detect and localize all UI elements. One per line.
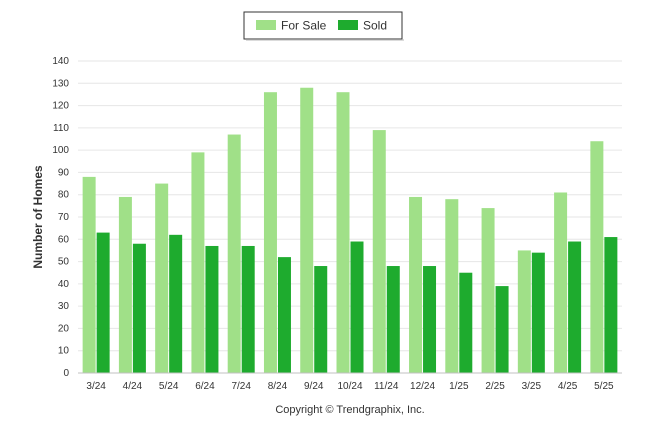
- bar-sold: [241, 245, 255, 373]
- x-tick-label: 3/24: [86, 381, 106, 392]
- bar-sold: [314, 266, 328, 373]
- bar-for-sale: [191, 152, 205, 373]
- bar-for-sale: [118, 196, 132, 373]
- y-tick-labels: 0 10 20 30 40 50 60 70 80 90 100 110 120 130 140: [52, 56, 69, 379]
- bars: [82, 87, 618, 373]
- x-tick-label: 5/25: [594, 381, 614, 392]
- grid-lines: [78, 60, 622, 374]
- y-tick-label: 0: [63, 368, 69, 379]
- legend-shadow: [246, 39, 404, 41]
- x-tick-label: 4/25: [558, 381, 578, 392]
- bar-sold: [277, 257, 291, 373]
- y-tick-label: 40: [58, 279, 70, 290]
- bar-for-sale: [372, 130, 386, 373]
- legend-label: Sold: [363, 19, 387, 33]
- copyright-footer: Copyright © Trendgraphix, Inc.: [275, 404, 424, 416]
- y-tick-label: 120: [52, 101, 69, 112]
- y-tick-label: 90: [58, 167, 70, 178]
- x-tick-label: 10/24: [337, 381, 362, 392]
- bar-sold: [423, 266, 437, 373]
- bar-for-sale: [445, 199, 459, 373]
- bar-sold: [205, 245, 219, 373]
- legend-items: For Sale Sold: [256, 19, 387, 33]
- y-axis-label: Number of Homes: [31, 165, 45, 269]
- y-tick-label: 60: [58, 234, 70, 245]
- x-tick-label: 1/25: [449, 381, 469, 392]
- bar-for-sale: [227, 134, 241, 373]
- bar-for-sale: [82, 176, 96, 373]
- x-tick-label: 9/24: [304, 381, 324, 392]
- bar-for-sale: [300, 87, 314, 373]
- y-tick-label: 50: [58, 257, 70, 268]
- bar-for-sale: [409, 196, 423, 373]
- x-tick-label: 7/24: [231, 381, 251, 392]
- bar-sold: [386, 266, 400, 373]
- bar-for-sale: [481, 208, 495, 373]
- y-tick-label: 20: [58, 323, 70, 334]
- x-tick-label: 2/25: [485, 381, 505, 392]
- bar-for-sale: [263, 92, 277, 373]
- legend-swatch: [338, 20, 358, 30]
- bar-for-sale: [517, 250, 531, 373]
- y-tick-label: 30: [58, 301, 70, 312]
- y-tick-label: 70: [58, 212, 70, 223]
- bar-for-sale: [155, 183, 169, 373]
- x-tick-label: 11/24: [374, 381, 399, 392]
- x-tick-label: 3/25: [522, 381, 542, 392]
- x-tick-label: 6/24: [195, 381, 215, 392]
- x-tick-label: 5/24: [159, 381, 179, 392]
- bar-sold: [568, 241, 582, 373]
- y-tick-label: 140: [52, 56, 69, 67]
- y-tick-label: 10: [58, 346, 70, 357]
- y-tick-label: 80: [58, 190, 70, 201]
- bar-sold: [531, 252, 545, 373]
- x-tick-labels: 3/24 4/24 5/24 6/24 7/24 8/24 9/24 10/24 11/24 12…: [86, 381, 614, 392]
- y-tick-label: 130: [52, 78, 69, 89]
- y-tick-label: 110: [53, 123, 69, 134]
- bar-sold: [604, 237, 618, 373]
- bar-for-sale: [336, 92, 350, 373]
- legend-label: For Sale: [281, 19, 327, 33]
- bar-sold: [350, 241, 364, 373]
- x-tick-label: 4/24: [123, 381, 143, 392]
- legend: For Sale Sold: [243, 11, 404, 41]
- bar-sold: [96, 232, 110, 373]
- bar-for-sale: [590, 141, 604, 373]
- bar-sold: [459, 272, 473, 373]
- x-tick-label: 8/24: [268, 381, 288, 392]
- legend-swatch: [256, 20, 276, 30]
- bar-sold: [132, 243, 146, 373]
- bar-for-sale: [554, 192, 568, 373]
- bar-sold: [169, 234, 183, 373]
- y-tick-label: 100: [52, 145, 69, 156]
- bar-sold: [495, 286, 509, 373]
- x-tick-label: 12/24: [410, 381, 435, 392]
